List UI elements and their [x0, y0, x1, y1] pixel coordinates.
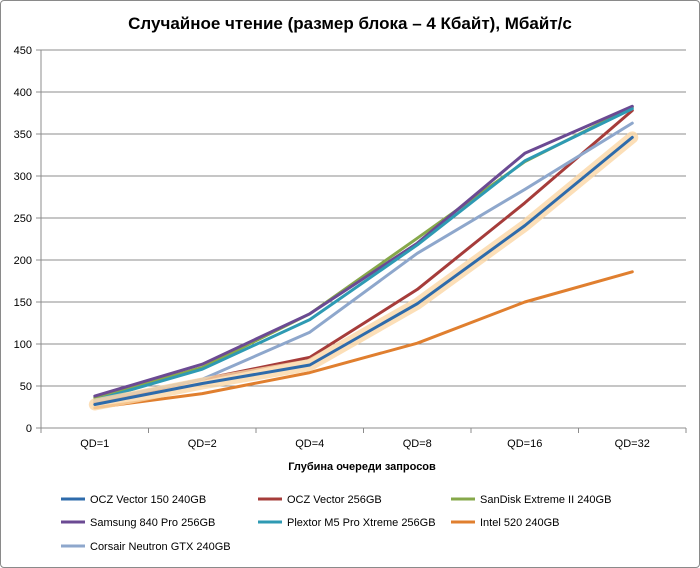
- x-tick-label: QD=8: [403, 438, 432, 450]
- y-tick-label: 400: [14, 87, 32, 99]
- series-line: [93, 270, 634, 410]
- legend-item: SanDisk Extreme II 240GB: [451, 494, 611, 506]
- series-line: [93, 135, 634, 406]
- chart-title: Случайное чтение (размер блока – 4 Кбайт…: [128, 14, 572, 33]
- legend-item: OCZ Vector 150 240GB: [61, 494, 206, 506]
- y-tick-label: 50: [20, 381, 32, 393]
- legend-item: Plextor M5 Pro Xtreme 256GB: [258, 517, 436, 529]
- x-tick-label: QD=16: [507, 438, 542, 450]
- axes: 0 50 100 150 200 250 300 350 400 450 QD=1 QD=2 QD=4 Q…: [14, 45, 687, 450]
- legend-item: Intel 520 240GB: [451, 517, 560, 529]
- legend-item: Samsung 840 Pro 256GB: [61, 517, 215, 529]
- y-tick-label: 250: [14, 213, 32, 225]
- x-tick-label: QD=4: [295, 438, 324, 450]
- legend-label: OCZ Vector 256GB: [287, 494, 382, 506]
- y-tick-label: 150: [14, 297, 32, 309]
- y-tick-label: 300: [14, 171, 32, 183]
- gridlines: [41, 49, 686, 429]
- x-tick-label: QD=2: [188, 438, 217, 450]
- x-axis-title: Глубина очереди запросов: [288, 461, 436, 473]
- legend-label: SanDisk Extreme II 240GB: [480, 494, 611, 506]
- series-line: [93, 105, 634, 400]
- y-tick-label: 450: [14, 45, 32, 57]
- x-tick-label: QD=1: [80, 438, 109, 450]
- legend-item: Corsair Neutron GTX 240GB: [61, 541, 231, 553]
- series-highlight-glow: [88, 131, 639, 411]
- y-tick-label: 0: [26, 423, 32, 435]
- legend-label: Samsung 840 Pro 256GB: [90, 517, 215, 529]
- legend-label: Plextor M5 Pro Xtreme 256GB: [287, 517, 436, 529]
- y-tick-label: 100: [14, 339, 32, 351]
- series-lines: [88, 104, 639, 411]
- legend: OCZ Vector 150 240GB OCZ Vector 256GB SanD…: [61, 494, 611, 553]
- series-line: [93, 104, 634, 398]
- x-tick-label: QD=32: [615, 438, 650, 450]
- y-tick-label: 350: [14, 129, 32, 141]
- legend-item: OCZ Vector 256GB: [258, 494, 382, 506]
- legend-label: Intel 520 240GB: [480, 517, 560, 529]
- legend-label: OCZ Vector 150 240GB: [90, 494, 206, 506]
- y-tick-label: 200: [14, 255, 32, 267]
- legend-label: Corsair Neutron GTX 240GB: [90, 541, 231, 553]
- series-line: [93, 107, 634, 402]
